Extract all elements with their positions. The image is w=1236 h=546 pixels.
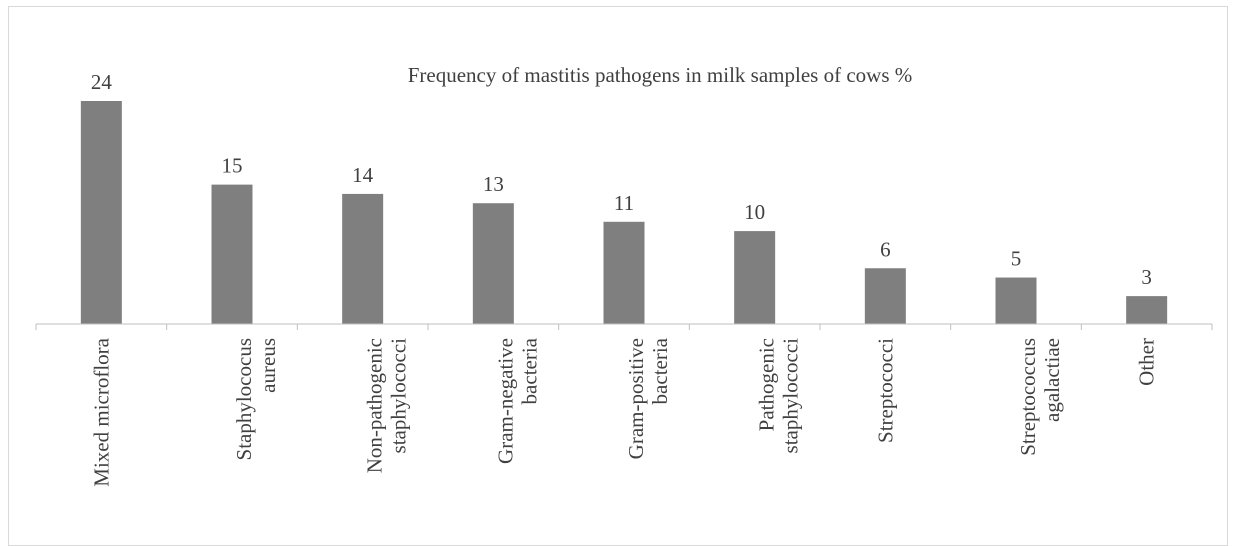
bar [995,277,1037,324]
x-tick-label: Streptococcusagalactiae [1016,338,1064,456]
bar [864,268,906,324]
x-tick-label-line: staphylococci [779,338,803,454]
x-tick-label-line: Staphylococus [232,338,256,460]
x-tick-label: Gram-negativebacteria [493,337,541,464]
bar [211,184,253,324]
bars-group [80,101,1168,324]
bar [472,203,514,324]
data-label: 24 [91,70,113,94]
x-tick-label-line: bacteria [648,337,672,404]
x-tick-label-line: bacteria [517,337,541,404]
data-label: 5 [1011,247,1022,271]
x-tick-label-line: Streptococcus [1016,338,1040,456]
x-tick-label-line: Gram-positive [624,338,648,459]
x-tick-label-line: Pathogenic [755,338,779,431]
x-tick-label: Gram-positivebacteria [624,337,672,459]
x-tick-label-line: aureus [256,338,280,393]
data-label: 13 [483,172,504,196]
x-tick-label: Pathogenicstaphylococci [755,338,803,454]
x-tick-label-line: Non-pathogenic [363,338,387,473]
x-tick-label: Streptococci [873,338,897,443]
data-label: 14 [352,163,374,187]
data-label: 15 [222,154,243,178]
x-tick-label-line: Other [1135,338,1159,386]
x-tick-label-line: Streptococci [873,338,897,443]
bar [342,193,384,324]
x-tick-label: Other [1135,338,1159,386]
x-tick-label: Non-pathogenicstaphylococci [363,338,411,473]
chart-title: Frequency of mastitis pathogens in milk … [408,63,913,87]
bar [734,231,776,324]
data-label: 11 [614,191,634,215]
bar [603,221,645,324]
x-tick-label-line: Mixed microflora [89,337,113,486]
x-tick-label-line: Gram-negative [493,338,517,464]
bar [1126,296,1168,324]
x-tick-label: Mixed microflora [89,337,113,486]
data-label: 6 [880,237,891,261]
data-label: 3 [1141,265,1152,289]
x-tick-label-line: agalactiae [1040,338,1064,422]
x-tick-label-line: staphylococci [387,338,411,454]
x-axis: Mixed microflora Staphylococusaureus Non-p… [35,323,1213,487]
bar [80,101,122,324]
data-label: 10 [744,200,765,224]
x-tick-label: Staphylococusaureus [232,338,280,460]
data-labels-group: 24 15 14 13 11 10 6 5 3 [91,70,1152,289]
